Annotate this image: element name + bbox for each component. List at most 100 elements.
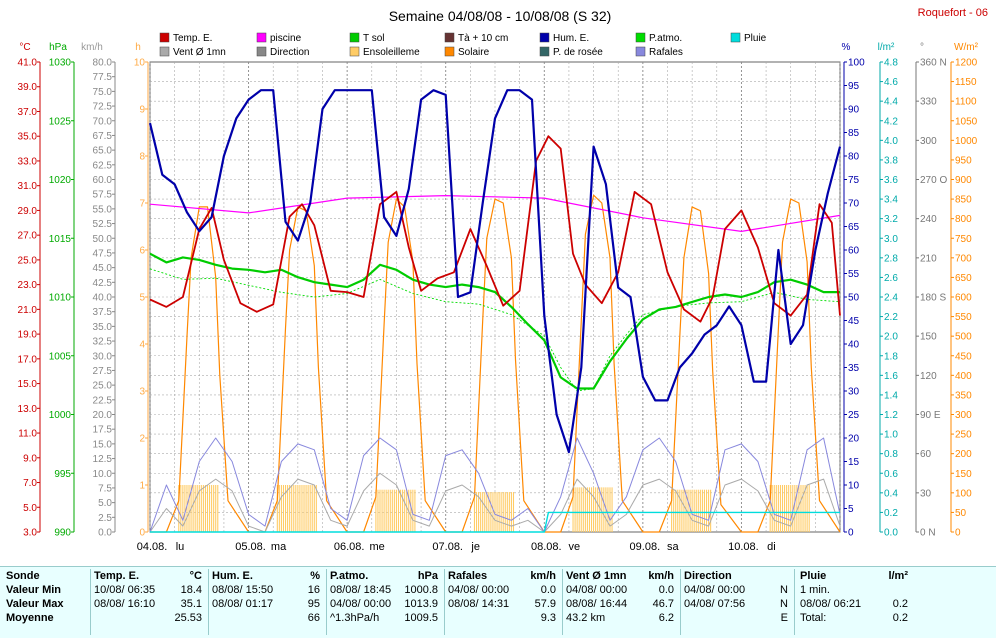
axis-tick-label-solar: 250 bbox=[955, 430, 972, 441]
axis-tick-label-rain: 0.8 bbox=[884, 449, 898, 460]
axis-tick-label-temp: 19.0 bbox=[18, 330, 38, 341]
axis-tick-label-rain: 2.6 bbox=[884, 273, 898, 284]
axis-tick-label-pressure: 990 bbox=[54, 528, 71, 539]
axis-tick-label-temp: 15.0 bbox=[18, 379, 38, 390]
stats-col-vent: Vent Ø 1mn km/h 04/08/ 00:00 0.0 08/08/ 16… bbox=[566, 569, 678, 637]
axis-tick-label-temp: 17.0 bbox=[18, 354, 38, 365]
axis-unit-sun: h bbox=[135, 42, 141, 53]
axis-tick-label-solar: 800 bbox=[955, 214, 972, 225]
legend-swatch-hum bbox=[539, 32, 550, 43]
stats-direction-min-val: N bbox=[780, 584, 788, 596]
axis-tick-label-hum: 70 bbox=[848, 199, 860, 210]
stats-hum-min-date: 08/08/ 15:50 bbox=[212, 584, 274, 596]
axis-tick-label-temp: 25.0 bbox=[18, 255, 38, 266]
x-label-date: 09.08. bbox=[630, 541, 661, 553]
stats-unit-patmo: hPa bbox=[417, 570, 438, 582]
axis-tick-label-temp: 23.0 bbox=[18, 280, 38, 291]
axis-tick-label-hum: 25 bbox=[848, 410, 860, 421]
axis-tick-label-rain: 1.4 bbox=[884, 390, 898, 401]
axis-tick-label-rain: 1.8 bbox=[884, 351, 898, 362]
stats-rafales-min-date: 04/08/ 00:00 bbox=[448, 584, 510, 596]
axis-tick-label-hum: 60 bbox=[848, 246, 860, 257]
axis-tick-label-dir: 180 S bbox=[920, 293, 946, 304]
series-t-sol bbox=[149, 252, 840, 390]
axis-tick-label-wind: 30.0 bbox=[93, 351, 113, 362]
legend-swatch-rafales bbox=[635, 46, 646, 57]
axis-tick-label-dir: 240 bbox=[920, 214, 937, 225]
stats-label-min: Valeur Min bbox=[6, 584, 62, 596]
axis-tick-label-temp: 31.0 bbox=[18, 181, 38, 192]
stats-hum-min-val: 16 bbox=[307, 584, 320, 596]
axis-tick-label-rain: 4.4 bbox=[884, 97, 898, 108]
x-label-date: 05.08. bbox=[235, 541, 266, 553]
axis-tick-label-solar: 1050 bbox=[955, 116, 978, 127]
axis-tick-label-solar: 150 bbox=[955, 469, 972, 480]
axis-tick-label-wind: 77.5 bbox=[93, 72, 113, 83]
stats-pluie-max-val: 0.2 bbox=[892, 598, 908, 610]
legend-swatch-t10 bbox=[444, 32, 455, 43]
legend-label-hum: Hum. E. bbox=[553, 33, 589, 44]
axis-unit-wind: km/h bbox=[81, 42, 103, 53]
series-layer bbox=[148, 89, 842, 533]
axis-tick-label-sun: 6 bbox=[139, 246, 145, 257]
axis-tick-label-hum: 85 bbox=[848, 128, 860, 139]
axis-tick-label-hum: 45 bbox=[848, 316, 860, 327]
axis-tick-label-wind: 15.0 bbox=[93, 439, 113, 450]
axis-tick-label-sun: 10 bbox=[134, 58, 146, 69]
stats-direction-avg-val: E bbox=[780, 612, 788, 624]
axis-tick-label-temp: 3.0 bbox=[23, 528, 37, 539]
x-label-date: 10.08. bbox=[728, 541, 759, 553]
legend-label-pluie: Pluie bbox=[744, 33, 767, 44]
stats-pluie-avg-date: Total: bbox=[800, 612, 827, 624]
axis-tick-label-temp: 33.0 bbox=[18, 156, 38, 167]
axis-tick-label-wind: 52.5 bbox=[93, 219, 113, 230]
axis-tick-label-rain: 4.6 bbox=[884, 77, 898, 88]
axis-tick-label-hum: 10 bbox=[848, 481, 860, 492]
stats-unit-hum: % bbox=[310, 570, 320, 582]
stats-unit-rafales: km/h bbox=[530, 570, 556, 582]
axis-tick-label-rain: 3.4 bbox=[884, 195, 898, 206]
stats-col-patmo: P.atmo. hPa 08/08/ 18:45 1000.8 04/08/ 00:… bbox=[330, 569, 442, 637]
chart-title: Semaine 04/08/08 - 10/08/08 (S 32) bbox=[389, 8, 612, 24]
axis-tick-label-pressure: 995 bbox=[54, 469, 71, 480]
axis-tick-label-wind: 0.0 bbox=[98, 528, 112, 539]
x-label-date: 06.08. bbox=[334, 541, 365, 553]
stats-col-hum: Hum. E.% 08/08/ 15:50 16 08/08/ 01:17 95 6… bbox=[212, 569, 324, 637]
stats-label-avg: Moyenne bbox=[6, 612, 54, 624]
stats-vent-min-val: 0.0 bbox=[658, 584, 674, 596]
axis-tick-label-sun: 0 bbox=[139, 528, 145, 539]
series-p-atmo bbox=[149, 268, 841, 392]
legend-label-t10: Tà + 10 cm bbox=[458, 33, 508, 44]
axis-tick-label-solar: 50 bbox=[955, 508, 967, 519]
axis-tick-label-solar: 700 bbox=[955, 253, 972, 264]
axis-tick-label-solar: 200 bbox=[955, 449, 972, 460]
axis-tick-label-temp: 7.0 bbox=[23, 478, 37, 489]
axis-tick-label-wind: 45.0 bbox=[93, 263, 113, 274]
axis-tick-label-temp: 9.0 bbox=[23, 453, 37, 464]
axis-unit-rain: l/m² bbox=[878, 42, 895, 53]
axis-tick-label-solar: 550 bbox=[955, 312, 972, 323]
axis-tick-label-hum: 100 bbox=[848, 58, 865, 69]
stats-label-max: Valeur Max bbox=[6, 598, 64, 610]
x-label-day: di bbox=[767, 541, 776, 553]
axis-unit-dir: ° bbox=[920, 42, 924, 53]
x-label-day: lu bbox=[176, 541, 185, 553]
stats-vent-avg-val: 6.2 bbox=[658, 612, 674, 624]
axis-tick-label-wind: 2.5 bbox=[98, 513, 112, 524]
stats-header-direction: Direction bbox=[684, 570, 732, 582]
legend-swatch-temp bbox=[159, 32, 170, 43]
stats-header-rafales: Rafales bbox=[448, 570, 488, 582]
series-rafales bbox=[149, 437, 841, 533]
axis-tick-label-hum: 0 bbox=[848, 528, 854, 539]
axis-tick-label-wind: 20.0 bbox=[93, 410, 113, 421]
axis-tick-label-sun: 5 bbox=[139, 293, 145, 304]
axis-tick-label-solar: 1100 bbox=[955, 97, 977, 108]
legend-label-piscine: piscine bbox=[270, 33, 302, 44]
station-name: Roquefort - 06 bbox=[918, 7, 988, 19]
legend-label-temp: Temp. E. bbox=[173, 33, 212, 44]
stats-patmo-avg-val: 1009.5 bbox=[404, 612, 438, 624]
stats-patmo-max-date: 04/08/ 00:00 bbox=[330, 598, 392, 610]
axis-tick-label-wind: 32.5 bbox=[93, 337, 113, 348]
axis-tick-label-solar: 350 bbox=[955, 390, 972, 401]
axis-tick-label-rain: 1.2 bbox=[884, 410, 898, 421]
